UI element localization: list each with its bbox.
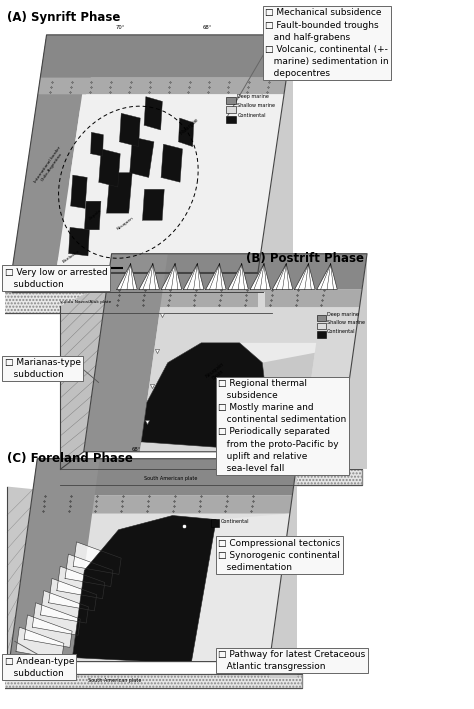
Polygon shape	[295, 264, 315, 289]
Text: 68°: 68°	[202, 25, 211, 30]
Text: Bariloche: Bariloche	[63, 249, 82, 264]
Polygon shape	[57, 566, 105, 598]
Polygon shape	[107, 173, 132, 213]
Text: Continental: Continental	[220, 519, 249, 524]
Polygon shape	[161, 144, 182, 182]
Polygon shape	[12, 35, 91, 272]
Polygon shape	[91, 133, 103, 156]
Text: Neuquén: Neuquén	[117, 216, 135, 230]
Text: Continental: Continental	[237, 113, 266, 118]
Polygon shape	[73, 515, 216, 661]
Polygon shape	[69, 228, 90, 256]
Polygon shape	[38, 78, 286, 94]
Polygon shape	[9, 459, 297, 661]
Polygon shape	[40, 35, 293, 78]
Polygon shape	[0, 292, 272, 313]
Polygon shape	[117, 264, 137, 289]
Polygon shape	[9, 459, 100, 661]
Polygon shape	[61, 284, 108, 469]
Text: (A) Synrift Phase: (A) Synrift Phase	[7, 11, 120, 23]
Polygon shape	[56, 94, 284, 272]
Polygon shape	[99, 149, 120, 187]
Text: □ Regional thermal
   subsidence
□ Mostly marine and
   continental sedimentatio: □ Regional thermal subsidence □ Mostly m…	[219, 379, 346, 473]
Bar	[226, 97, 236, 104]
Text: 66°: 66°	[220, 447, 230, 452]
Text: Deep marine: Deep marine	[237, 94, 269, 99]
Polygon shape	[40, 591, 89, 623]
Bar	[317, 331, 326, 337]
Polygon shape	[270, 459, 297, 678]
Text: (B) Postrift Phase: (B) Postrift Phase	[246, 252, 365, 264]
Text: □ Very low or arrested
   subduction: □ Very low or arrested subduction	[5, 268, 108, 289]
Text: Deep marine: Deep marine	[327, 312, 359, 317]
Polygon shape	[30, 496, 292, 513]
Polygon shape	[119, 113, 140, 147]
Text: Neuquén
Basin: Neuquén Basin	[204, 361, 228, 384]
Polygon shape	[2, 674, 302, 688]
Polygon shape	[228, 264, 248, 289]
Polygon shape	[84, 201, 101, 230]
Polygon shape	[104, 289, 362, 307]
Bar	[226, 116, 236, 123]
Polygon shape	[61, 469, 363, 485]
Polygon shape	[7, 486, 33, 678]
Polygon shape	[73, 542, 121, 574]
Polygon shape	[49, 579, 97, 611]
Text: Malargüe: Malargüe	[180, 117, 200, 135]
Polygon shape	[24, 615, 72, 647]
Polygon shape	[16, 627, 64, 659]
Polygon shape	[206, 264, 226, 289]
Text: South American plate: South American plate	[88, 679, 142, 683]
Polygon shape	[258, 292, 265, 313]
Polygon shape	[179, 118, 194, 147]
Polygon shape	[130, 137, 154, 177]
Text: 68°: 68°	[132, 447, 141, 452]
Polygon shape	[339, 254, 367, 469]
Polygon shape	[251, 353, 315, 446]
Polygon shape	[143, 189, 164, 220]
Text: International border
Chile-Argentina: International border Chile-Argentina	[34, 145, 65, 186]
Text: Shallow marine: Shallow marine	[327, 320, 365, 325]
Text: □ Marianas-type
   subduction: □ Marianas-type subduction	[5, 358, 81, 379]
Text: □ Mechanical subsidence
□ Fault-bounded troughs
   and half-grabens
□ Volcanic, : □ Mechanical subsidence □ Fault-bounded …	[265, 9, 389, 78]
Polygon shape	[161, 264, 182, 289]
Polygon shape	[144, 96, 163, 130]
Polygon shape	[141, 343, 268, 448]
Text: Zapala: Zapala	[88, 208, 102, 221]
Polygon shape	[65, 554, 113, 586]
Polygon shape	[317, 264, 337, 289]
Text: South American plate: South American plate	[144, 476, 198, 481]
Polygon shape	[12, 35, 93, 272]
Polygon shape	[12, 35, 293, 272]
Text: subdu Nazca/Aluk plate: subdu Nazca/Aluk plate	[61, 300, 112, 304]
Polygon shape	[191, 513, 290, 661]
Text: (C) Foreland Phase: (C) Foreland Phase	[7, 452, 133, 465]
Polygon shape	[258, 35, 293, 292]
Text: 70°: 70°	[116, 25, 126, 30]
Text: Shallow marine: Shallow marine	[237, 103, 275, 108]
Text: □ Pathway for latest Cretaceous
   Atlantic transgression: □ Pathway for latest Cretaceous Atlantic…	[219, 649, 365, 671]
Bar	[226, 106, 236, 113]
Polygon shape	[183, 264, 204, 289]
Bar	[317, 323, 326, 329]
Bar	[317, 315, 326, 321]
Polygon shape	[71, 175, 87, 208]
Polygon shape	[107, 254, 367, 289]
Polygon shape	[140, 307, 360, 452]
Polygon shape	[84, 254, 168, 452]
Polygon shape	[139, 264, 159, 289]
Polygon shape	[250, 264, 271, 289]
Text: □ Andean-type
   subduction: □ Andean-type subduction	[5, 657, 74, 678]
Polygon shape	[32, 603, 80, 635]
Polygon shape	[213, 343, 316, 442]
Polygon shape	[273, 264, 293, 289]
Text: Continental: Continental	[327, 329, 356, 334]
Bar	[211, 519, 219, 527]
Polygon shape	[84, 254, 367, 452]
Text: □ Compressional tectonics
□ Synorogenic continental
   sedimentation: □ Compressional tectonics □ Synorogenic …	[219, 539, 341, 572]
Text: 0  50  100 150 km: 0 50 100 150 km	[74, 270, 111, 274]
Polygon shape	[32, 459, 297, 496]
Polygon shape	[12, 272, 263, 292]
